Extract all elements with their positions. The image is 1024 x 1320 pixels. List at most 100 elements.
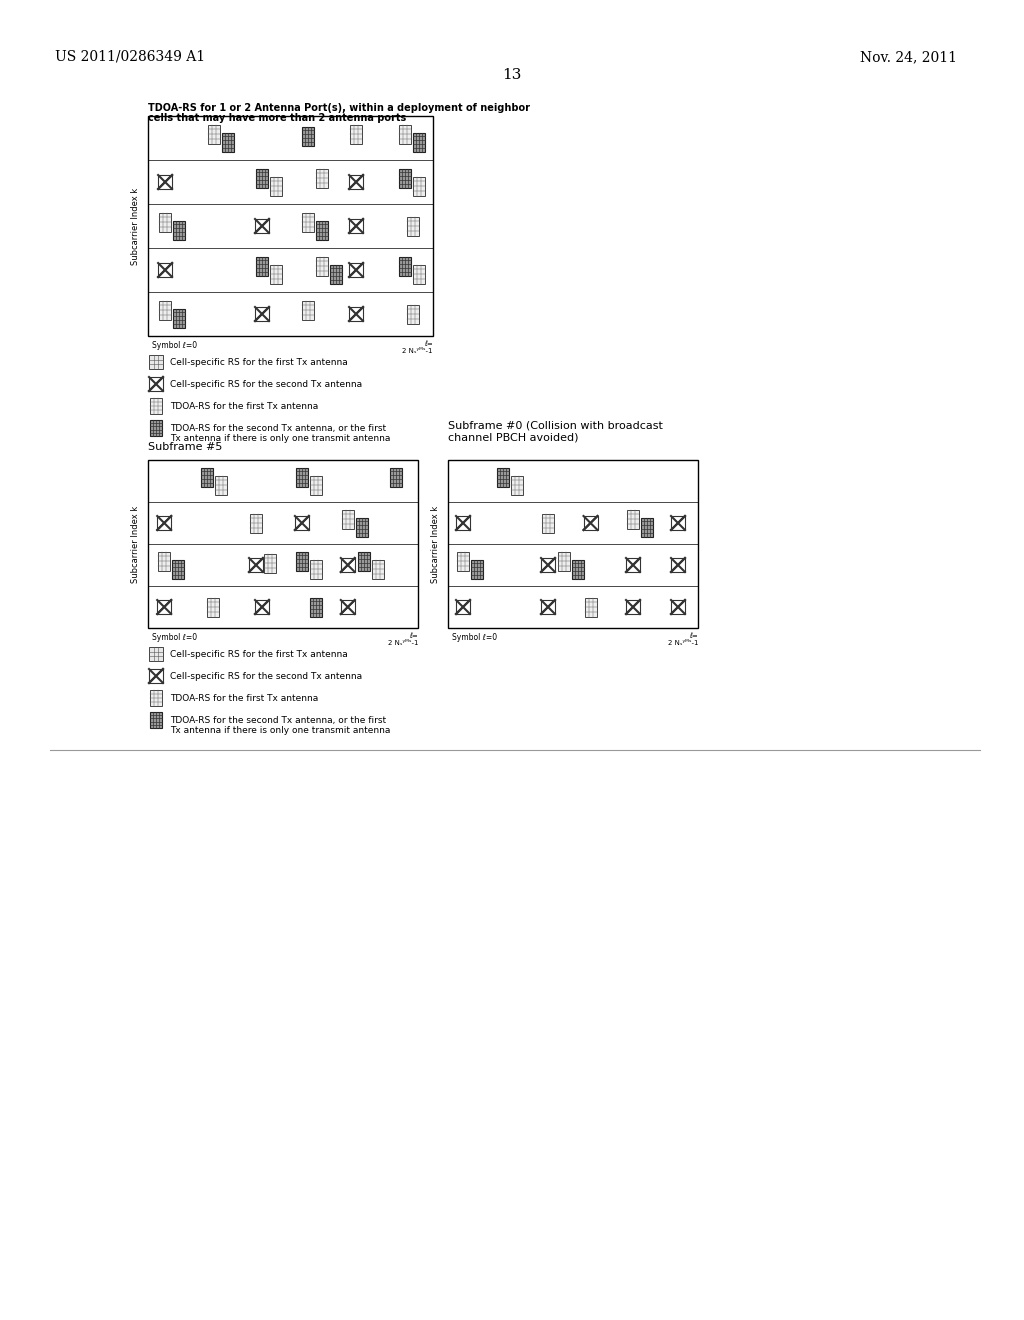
Bar — [270, 177, 282, 195]
Bar — [173, 220, 185, 239]
Bar — [150, 711, 162, 729]
Bar — [542, 513, 554, 532]
Bar — [413, 264, 425, 284]
Text: US 2011/0286349 A1: US 2011/0286349 A1 — [55, 50, 205, 63]
Bar — [150, 399, 162, 414]
Bar — [355, 517, 368, 536]
Bar — [671, 558, 685, 572]
Bar — [208, 598, 219, 616]
Bar — [641, 517, 653, 536]
Bar — [315, 169, 328, 187]
Bar — [215, 475, 227, 495]
Bar — [315, 220, 328, 239]
Bar — [158, 552, 170, 570]
Text: TDOA-RS for the first Tx antenna: TDOA-RS for the first Tx antenna — [170, 694, 318, 704]
Bar — [202, 467, 213, 487]
Bar — [584, 516, 597, 531]
Bar — [627, 510, 639, 528]
Bar — [398, 124, 411, 144]
Text: Cell-specific RS for the second Tx antenna: Cell-specific RS for the second Tx anten… — [170, 672, 362, 681]
Bar — [296, 552, 308, 570]
Bar — [208, 124, 219, 144]
Bar — [159, 301, 171, 319]
Text: TDOA-RS for the second Tx antenna, or the first: TDOA-RS for the second Tx antenna, or th… — [170, 424, 386, 433]
Text: Subframe #5: Subframe #5 — [148, 442, 222, 451]
Bar — [350, 124, 362, 144]
Bar — [407, 216, 419, 235]
Bar — [349, 176, 364, 189]
Bar — [330, 264, 342, 284]
Bar — [295, 516, 309, 531]
Bar — [456, 601, 470, 614]
Bar — [296, 467, 308, 487]
Bar — [158, 263, 172, 277]
Bar — [148, 459, 418, 628]
Bar — [341, 601, 354, 614]
Text: 13: 13 — [503, 69, 521, 82]
Bar — [256, 169, 268, 187]
Bar — [407, 305, 419, 323]
Bar — [671, 516, 685, 531]
Bar — [270, 264, 282, 284]
Bar — [173, 309, 185, 327]
Bar — [456, 516, 470, 531]
Bar — [558, 552, 570, 570]
Text: Subframe #0 (Collision with broadcast
channel PBCH avoided): Subframe #0 (Collision with broadcast ch… — [449, 420, 663, 442]
Bar — [150, 378, 163, 391]
Bar — [357, 552, 370, 570]
Bar — [158, 601, 171, 614]
Bar — [256, 256, 268, 276]
Text: TDOA-RS for the second Tx antenna, or the first: TDOA-RS for the second Tx antenna, or th… — [170, 715, 386, 725]
Bar — [398, 256, 411, 276]
Bar — [511, 475, 523, 495]
Bar — [457, 552, 469, 570]
Text: Tx antenna if there is only one transmit antenna: Tx antenna if there is only one transmit… — [170, 434, 390, 444]
Bar — [158, 176, 172, 189]
Bar — [541, 558, 555, 572]
Bar — [349, 263, 364, 277]
Text: TDOA-RS for the first Tx antenna: TDOA-RS for the first Tx antenna — [170, 403, 318, 411]
Text: Symbol ℓ=0: Symbol ℓ=0 — [152, 634, 198, 642]
Bar — [310, 598, 322, 616]
Text: Tx antenna if there is only one transmit antenna: Tx antenna if there is only one transmit… — [170, 726, 390, 735]
Bar — [255, 219, 269, 234]
Bar — [150, 690, 162, 706]
Bar — [372, 560, 384, 578]
Text: Subcarrier Index k: Subcarrier Index k — [431, 506, 440, 582]
Bar — [302, 301, 313, 319]
Text: Subcarrier Index k: Subcarrier Index k — [131, 187, 140, 264]
Bar — [150, 647, 163, 661]
Bar — [159, 213, 171, 231]
Bar — [471, 560, 483, 578]
Bar — [148, 116, 433, 337]
Text: cells that may have more than 2 antenna ports: cells that may have more than 2 antenna … — [148, 114, 407, 123]
Text: ℓ=
2 Nₛʸᴹˢ-1: ℓ= 2 Nₛʸᴹˢ-1 — [387, 634, 418, 645]
Bar — [310, 475, 322, 495]
Bar — [390, 467, 402, 487]
Bar — [349, 219, 364, 234]
Text: Subcarrier Index k: Subcarrier Index k — [131, 506, 140, 582]
Bar — [150, 355, 163, 370]
Bar — [150, 669, 163, 682]
Bar — [302, 213, 313, 231]
Bar — [497, 467, 509, 487]
Bar — [221, 132, 233, 152]
Bar — [342, 510, 354, 528]
Bar — [541, 601, 555, 614]
Text: Cell-specific RS for the first Tx antenna: Cell-specific RS for the first Tx antenn… — [170, 358, 348, 367]
Text: ℓ=
2 Nₛʸᴹˢ-1: ℓ= 2 Nₛʸᴹˢ-1 — [402, 341, 433, 354]
Text: Symbol ℓ=0: Symbol ℓ=0 — [452, 634, 497, 642]
Bar — [413, 132, 425, 152]
Bar — [264, 553, 276, 573]
Bar — [413, 177, 425, 195]
Bar — [671, 601, 685, 614]
Bar — [302, 127, 313, 145]
Bar — [315, 256, 328, 276]
Text: ℓ=
2 Nₛʸᴹˢ-1: ℓ= 2 Nₛʸᴹˢ-1 — [668, 634, 698, 645]
Text: Cell-specific RS for the second Tx antenna: Cell-specific RS for the second Tx anten… — [170, 380, 362, 389]
Bar — [150, 420, 162, 436]
Bar — [626, 601, 640, 614]
Bar — [341, 558, 354, 572]
Bar — [585, 598, 597, 616]
Bar — [572, 560, 584, 578]
